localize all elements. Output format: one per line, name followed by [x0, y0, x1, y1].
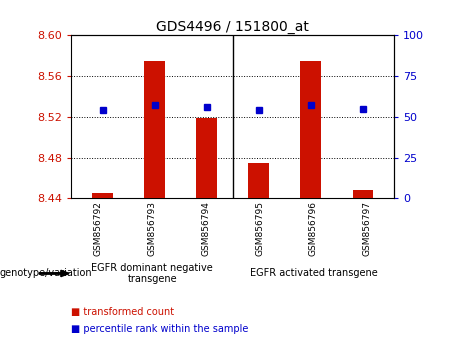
- Title: GDS4496 / 151800_at: GDS4496 / 151800_at: [156, 21, 309, 34]
- Text: GSM856794: GSM856794: [201, 201, 210, 256]
- Text: GSM856797: GSM856797: [363, 201, 372, 256]
- Bar: [301, 61, 321, 198]
- Text: GSM856796: GSM856796: [309, 201, 318, 256]
- Text: GSM856792: GSM856792: [94, 201, 103, 256]
- Text: EGFR activated transgene: EGFR activated transgene: [249, 268, 378, 279]
- Bar: [144, 61, 165, 198]
- Text: ■ transformed count: ■ transformed count: [71, 307, 175, 316]
- Text: ■ percentile rank within the sample: ■ percentile rank within the sample: [71, 324, 249, 334]
- Bar: [92, 193, 113, 198]
- Text: GSM856793: GSM856793: [148, 201, 157, 256]
- Text: GSM856795: GSM856795: [255, 201, 264, 256]
- Text: genotype/variation: genotype/variation: [0, 268, 93, 279]
- Text: EGFR dominant negative
transgene: EGFR dominant negative transgene: [91, 263, 213, 284]
- Bar: [196, 118, 217, 198]
- Bar: [248, 162, 269, 198]
- Bar: [353, 190, 373, 198]
